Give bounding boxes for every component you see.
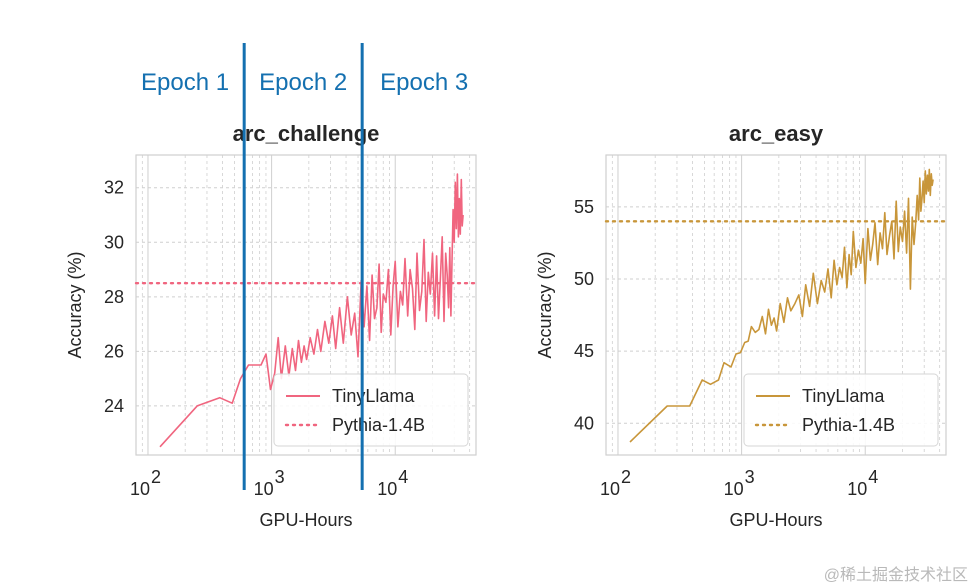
y-tick-label: 28 xyxy=(104,287,124,307)
y-tick-label: 40 xyxy=(574,413,594,433)
x-tick-label: 102 xyxy=(600,467,631,499)
x-tick-label: 104 xyxy=(377,467,408,499)
x-tick-label: 103 xyxy=(724,467,755,499)
x-tick-exponent: 4 xyxy=(398,467,408,487)
y-tick-label: 50 xyxy=(574,269,594,289)
x-tick-base: 10 xyxy=(130,479,150,499)
epoch-label-1: Epoch 1 xyxy=(141,69,229,96)
y-tick-label: 30 xyxy=(104,232,124,252)
legend-box xyxy=(273,373,469,447)
legend: TinyLlama Pythia-1.4B xyxy=(743,373,939,447)
x-tick-exponent: 3 xyxy=(275,467,285,487)
y-tick-label: 45 xyxy=(574,341,594,361)
plot-frame xyxy=(605,154,947,456)
x-tick-label: 104 xyxy=(847,467,878,499)
x-tick-base: 10 xyxy=(377,479,397,499)
legend-label-tinyllama: TinyLlama xyxy=(802,386,885,406)
panel-arc-easy: 40455055102103104arc_easyGPU-HoursAccura… xyxy=(535,121,948,530)
legend-label-pythia: Pythia-1.4B xyxy=(332,415,425,435)
y-tick-label: 24 xyxy=(104,396,124,416)
chart-title: arc_challenge xyxy=(233,121,380,146)
x-tick-label: 103 xyxy=(254,467,285,499)
epoch-label-3: Epoch 3 xyxy=(380,69,468,96)
grid xyxy=(605,155,946,455)
x-axis-label: GPU-Hours xyxy=(259,510,352,530)
x-tick-exponent: 2 xyxy=(151,467,161,487)
panel-arc-challenge: 2426283032102103104arc_challengeGPU-Hour… xyxy=(65,121,478,530)
x-tick-base: 10 xyxy=(254,479,274,499)
watermark: @稀土掘金技术社区 xyxy=(824,566,968,584)
tinyllama-series-line xyxy=(159,173,464,448)
legend: TinyLlama Pythia-1.4B xyxy=(273,373,469,447)
y-axis-label: Accuracy (%) xyxy=(65,251,85,358)
x-tick-base: 10 xyxy=(600,479,620,499)
x-tick-exponent: 2 xyxy=(621,467,631,487)
x-tick-exponent: 4 xyxy=(868,467,878,487)
y-axis-label: Accuracy (%) xyxy=(535,251,555,358)
x-tick-label: 102 xyxy=(130,467,161,499)
tinyllama-series-line xyxy=(629,168,934,443)
x-tick-base: 10 xyxy=(724,479,744,499)
y-tick-label: 26 xyxy=(104,341,124,361)
legend-label-tinyllama: TinyLlama xyxy=(332,386,415,406)
x-tick-exponent: 3 xyxy=(745,467,755,487)
epoch-label-2: Epoch 2 xyxy=(259,69,347,96)
y-tick-label: 32 xyxy=(104,178,124,198)
epoch-markers: Epoch 1 Epoch 2 Epoch 3 xyxy=(141,43,468,490)
y-tick-label: 55 xyxy=(574,197,594,217)
legend-label-pythia: Pythia-1.4B xyxy=(802,415,895,435)
legend-box xyxy=(743,373,939,447)
chart-title: arc_easy xyxy=(729,121,824,146)
plot-frame xyxy=(135,154,477,456)
x-axis-label: GPU-Hours xyxy=(729,510,822,530)
x-tick-base: 10 xyxy=(847,479,867,499)
